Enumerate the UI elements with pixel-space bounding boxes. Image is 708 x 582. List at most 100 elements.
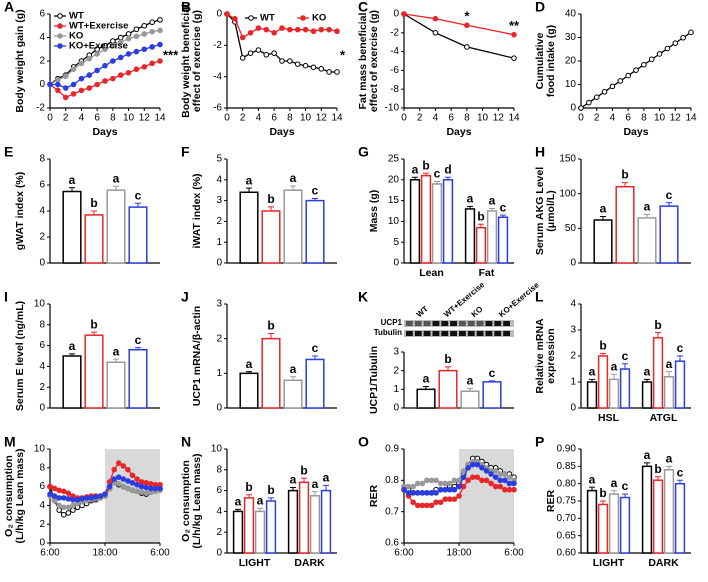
group-letter: c bbox=[312, 184, 319, 198]
bar bbox=[84, 214, 104, 264]
data-point bbox=[405, 490, 412, 496]
bar bbox=[619, 368, 631, 409]
error-bar bbox=[600, 352, 606, 356]
y-tick-label: 50 bbox=[565, 223, 577, 234]
data-point bbox=[437, 486, 444, 493]
error-bar bbox=[445, 366, 451, 371]
data-point bbox=[410, 483, 416, 490]
data-point bbox=[120, 483, 127, 490]
x-tick-label: LIGHT bbox=[239, 557, 271, 569]
significance: *** bbox=[163, 48, 179, 63]
data-point bbox=[102, 78, 108, 84]
data-point bbox=[511, 486, 517, 493]
error-bar bbox=[312, 491, 318, 496]
data-point bbox=[141, 46, 148, 53]
data-point bbox=[86, 85, 93, 91]
blot-band bbox=[406, 331, 413, 336]
data-point bbox=[492, 483, 499, 490]
group-letter: a bbox=[666, 452, 673, 466]
y-tick-label: 100 bbox=[559, 188, 576, 199]
data-point bbox=[464, 22, 470, 29]
y-axis-label: Fat mass beneficial bbox=[357, 12, 369, 109]
y-tick-label: 4 bbox=[39, 500, 45, 511]
legend-marker bbox=[248, 15, 254, 21]
x-tick-label: 6 bbox=[94, 113, 100, 124]
data-point bbox=[424, 490, 430, 496]
y-tick-label: 3 bbox=[216, 299, 222, 310]
data-point bbox=[511, 480, 517, 487]
y-tick-label: 150 bbox=[559, 154, 576, 165]
series-line bbox=[403, 13, 515, 36]
y-axis-label: Relative mRNA bbox=[534, 318, 546, 394]
y-tick-label: 10 bbox=[388, 216, 400, 227]
y-tick-label: 0.7 bbox=[385, 506, 399, 517]
group-letter: c bbox=[677, 341, 684, 355]
x-axis-label: Days bbox=[92, 126, 117, 138]
data-point bbox=[464, 44, 470, 50]
y-tick-label: 8 bbox=[39, 462, 45, 473]
error-bar bbox=[246, 494, 252, 498]
panel-letter: O bbox=[358, 434, 369, 450]
blot-band bbox=[494, 331, 502, 336]
error-bar bbox=[655, 332, 661, 338]
data-point bbox=[334, 28, 340, 35]
error-bar bbox=[655, 476, 661, 481]
data-point bbox=[133, 48, 140, 55]
data-point bbox=[419, 502, 426, 509]
data-point bbox=[680, 34, 686, 41]
y-tick-label: 0 bbox=[570, 403, 576, 414]
x-tick-label: 8 bbox=[287, 113, 293, 124]
y-tick-label: 0 bbox=[393, 403, 399, 414]
group-letter: c bbox=[135, 188, 142, 202]
data-point bbox=[110, 75, 116, 82]
data-point bbox=[456, 477, 462, 484]
blot-band bbox=[414, 331, 422, 336]
group-letter: c bbox=[500, 200, 507, 214]
data-point bbox=[410, 490, 416, 496]
data-point bbox=[102, 46, 108, 53]
data-point bbox=[86, 72, 93, 78]
y-tick-label: 40 bbox=[565, 9, 577, 20]
data-point bbox=[688, 29, 694, 36]
blot-band bbox=[503, 331, 510, 336]
x-tick-label: 12 bbox=[316, 113, 328, 124]
group-letter: c bbox=[489, 366, 496, 380]
data-point bbox=[593, 94, 600, 100]
data-point bbox=[138, 479, 145, 485]
y-tick-label: 0 bbox=[39, 258, 45, 269]
x-tick-label: 2 bbox=[594, 113, 600, 124]
x-axis-label: Days bbox=[623, 126, 648, 138]
data-point bbox=[157, 27, 163, 34]
error-bar bbox=[467, 205, 473, 209]
y-tick-label: -6 bbox=[390, 65, 399, 76]
data-point bbox=[138, 483, 145, 490]
x-tick-label: 6 bbox=[271, 113, 277, 124]
bar bbox=[416, 388, 436, 409]
x-tick-label: 12 bbox=[493, 113, 505, 124]
data-point bbox=[62, 85, 69, 91]
y-axis-label: RER bbox=[545, 489, 557, 512]
error-bar bbox=[268, 206, 274, 211]
error-bar bbox=[622, 182, 628, 187]
data-point bbox=[56, 487, 62, 494]
data-point bbox=[414, 490, 421, 496]
data-point bbox=[279, 25, 285, 31]
x-tick-label: 10 bbox=[123, 113, 135, 124]
legend-marker bbox=[57, 43, 63, 49]
y-tick-label: -4 bbox=[390, 46, 399, 57]
y-tick-label: 0 bbox=[39, 538, 45, 549]
group-letter: c bbox=[622, 349, 629, 363]
data-point bbox=[465, 477, 471, 484]
bar bbox=[593, 219, 613, 264]
y-tick-label: 0.80 bbox=[557, 478, 577, 489]
bar bbox=[652, 479, 664, 554]
error-bar bbox=[611, 373, 617, 380]
data-point bbox=[263, 26, 270, 33]
error-bar bbox=[489, 380, 495, 382]
bar bbox=[497, 216, 509, 264]
y-tick-label: 3 bbox=[216, 195, 222, 206]
panel-letter: A bbox=[4, 0, 14, 15]
data-point bbox=[506, 486, 513, 493]
blot-band bbox=[414, 321, 422, 326]
bar bbox=[254, 510, 266, 554]
